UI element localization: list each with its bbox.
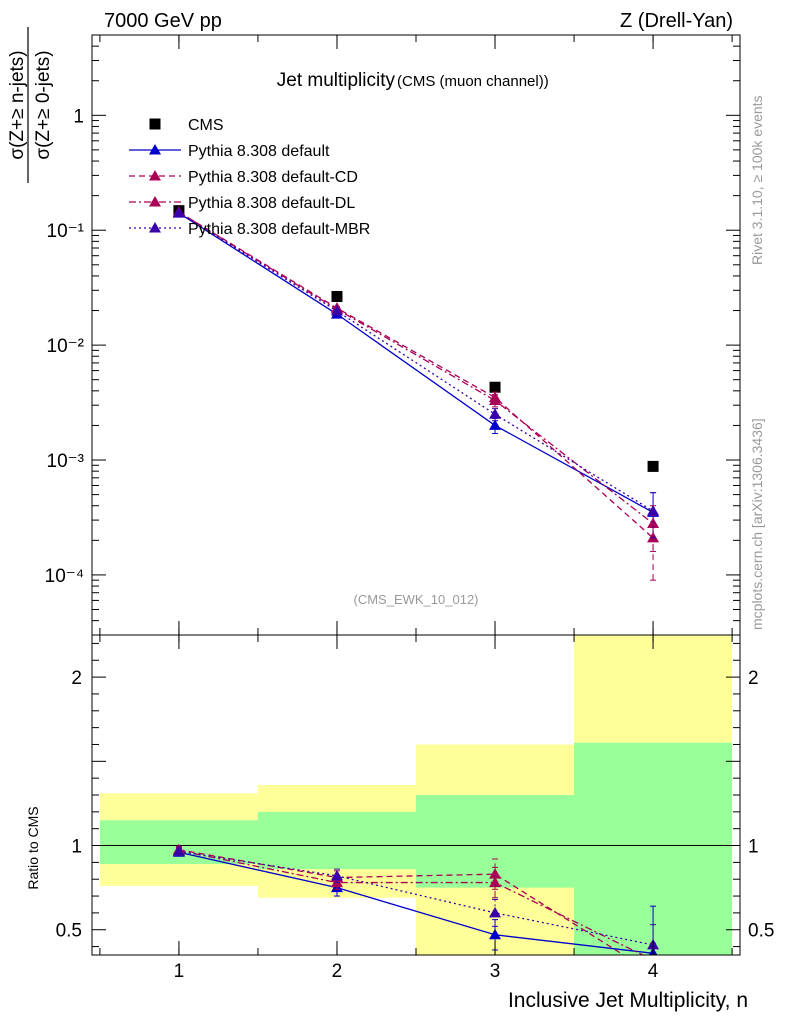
ratio-ticks: 0.5 0.5 1 1 2 2 1 2 3 4 — [56, 635, 774, 982]
header-left: 7000 GeV pp — [104, 10, 222, 32]
x-axis-label: Inclusive Jet Multiplicity, n — [508, 989, 748, 1012]
legend-marker — [149, 118, 161, 130]
ratio-ylabel: Ratio to CMS — [25, 806, 41, 889]
main-data-point — [331, 290, 343, 302]
main-data-point — [489, 381, 501, 393]
analysis-id: (CMS_EWK_10_012) — [354, 592, 479, 607]
main-y-tick-label: 10⁻¹ — [47, 221, 85, 242]
x-tick-label: 4 — [648, 961, 659, 982]
ratio-band-inner — [257, 811, 416, 870]
main-y-tick-label: 10⁻³ — [47, 451, 85, 472]
main-ylabel: σ(Z+≥ n-jets) σ(Z+≥ 0-jets) — [7, 27, 54, 183]
x-tick-label: 1 — [174, 961, 185, 982]
main-series-marker — [330, 305, 343, 316]
main-ticks: 1 10⁻¹ 10⁻² 10⁻³ 10⁻⁴ — [45, 34, 740, 636]
ratio-series-marker — [489, 876, 502, 888]
main-ylabel-numerator: σ(Z+≥ n-jets) — [7, 50, 28, 159]
main-y-tick-label: 10⁻⁴ — [45, 566, 84, 587]
x-tick-label: 3 — [490, 961, 501, 982]
main-series-line — [178, 211, 654, 525]
ratio-y-tick-label-right: 2 — [748, 668, 759, 689]
x-tick-label: 2 — [332, 961, 343, 982]
header-right: Z (Drell-Yan) — [620, 10, 733, 32]
ratio-y-tick-label: 0.5 — [56, 921, 82, 942]
legend-marker — [149, 196, 161, 207]
legend-label: Pythia 8.308 default-MBR — [188, 221, 370, 238]
main-series-marker — [489, 408, 502, 419]
main-series-line — [178, 212, 654, 513]
ratio-series-marker — [489, 868, 502, 879]
ratio-series-line — [178, 849, 625, 955]
main-series-marker — [489, 419, 502, 430]
legend-marker — [149, 222, 161, 233]
ratio-band-inner — [99, 820, 258, 865]
main-series-marker — [647, 505, 660, 516]
rivet-label: Rivet 3.1.10, ≥ 100k events — [749, 95, 765, 265]
legend-label: Pythia 8.308 default — [188, 143, 330, 160]
ratio-series-marker — [172, 845, 185, 856]
main-data-point — [647, 460, 659, 472]
plot-subtitle: (CMS (muon channel)) — [397, 73, 549, 90]
ratio-y-tick-label-right: 0.5 — [748, 921, 774, 942]
legend-marker — [149, 170, 161, 181]
ratio-series-line — [178, 851, 654, 954]
legend-label: CMS — [188, 117, 224, 134]
legend: CMS Pythia 8.308 default Pythia 8.308 defa… — [129, 117, 370, 238]
ratio-y-tick-label: 1 — [71, 837, 82, 858]
ratio-y-tick-label-right: 1 — [748, 837, 759, 858]
mcplots-label: mcplots.cern.ch [arXiv:1306.3436] — [749, 418, 765, 630]
main-y-tick-label: 10⁻² — [47, 336, 85, 357]
ratio-series-line — [178, 850, 654, 946]
ratio-series-marker — [489, 906, 502, 918]
main-series-marker — [489, 394, 502, 405]
legend-marker — [149, 144, 161, 155]
ratio-bands — [99, 635, 733, 955]
ratio-y-tick-label: 2 — [71, 668, 82, 689]
legend-label: Pythia 8.308 default-DL — [188, 195, 355, 212]
main-ylabel-denominator: σ(Z+≥ 0-jets) — [33, 50, 54, 159]
ratio-series-marker — [330, 869, 343, 881]
main-y-tick-label: 1 — [73, 106, 84, 127]
ratio-series-group — [172, 843, 660, 955]
ratio-series-marker — [489, 928, 502, 940]
main-series-group — [172, 205, 660, 581]
plot-title: Jet multiplicity — [277, 70, 396, 91]
ratio-series-line — [178, 849, 645, 955]
legend-label: Pythia 8.308 default-CD — [188, 169, 358, 186]
main-series-line — [178, 212, 654, 512]
main-series-marker — [172, 206, 185, 218]
